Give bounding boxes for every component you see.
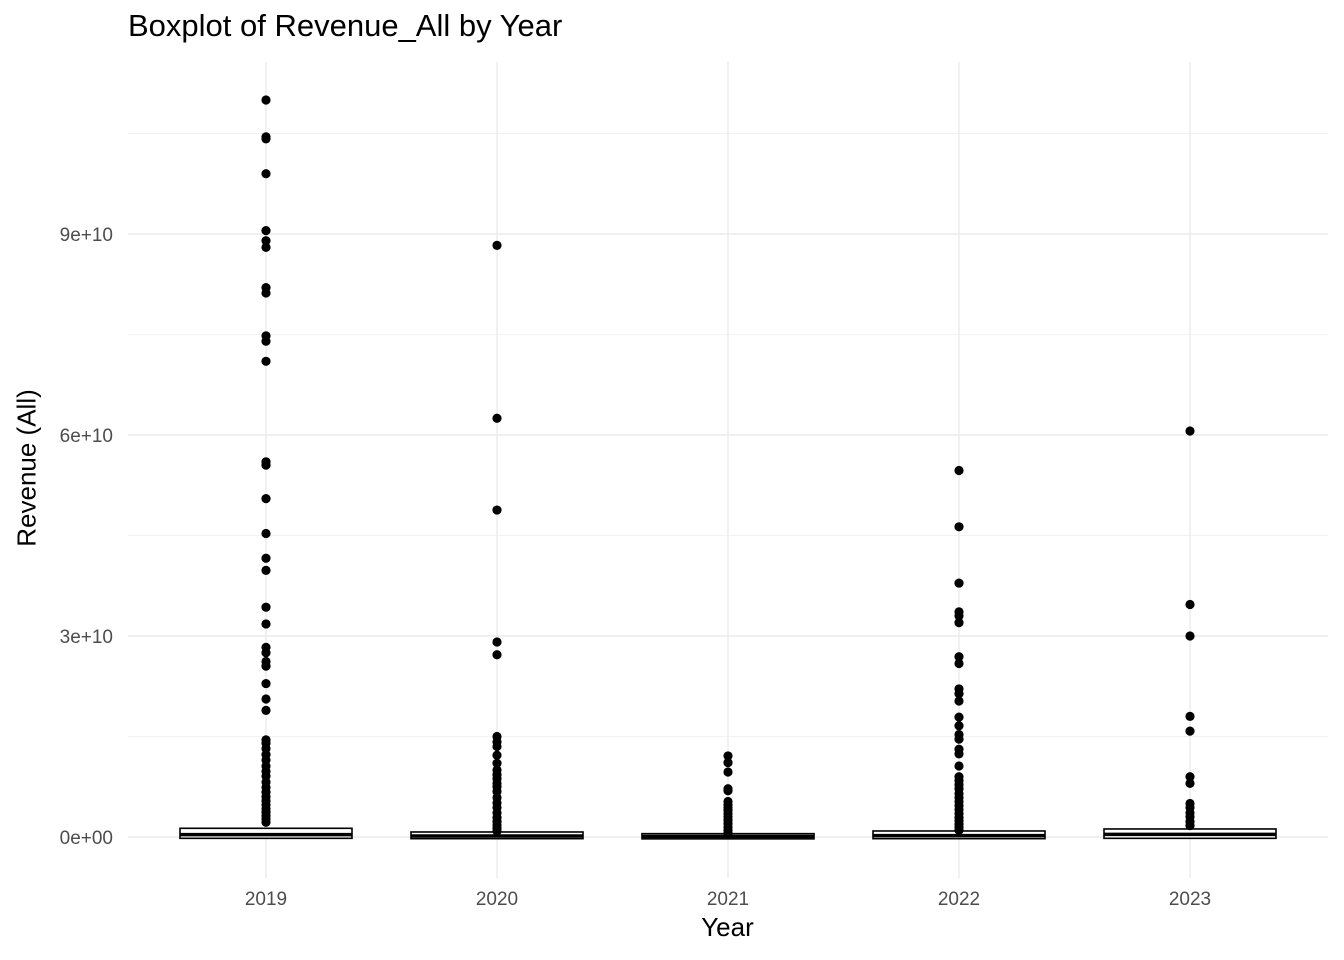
outlier-point: [261, 236, 271, 246]
outlier-point: [492, 750, 502, 760]
outlier-point: [261, 494, 271, 504]
outlier-point: [954, 465, 964, 476]
y-tick-label: 9e+10: [60, 225, 113, 246]
outlier-point: [261, 694, 271, 704]
outlier-point: [261, 528, 271, 539]
outlier-point: [954, 658, 964, 669]
y-axis-title: Revenue (All): [11, 389, 42, 547]
outlier-point: [261, 565, 271, 575]
outlier-point: [261, 356, 271, 366]
outlier-point: [492, 758, 502, 768]
outlier-point: [492, 637, 502, 647]
outlier-point: [261, 817, 271, 827]
outlier-point: [723, 828, 733, 838]
chart-title: Boxplot of Revenue_All by Year: [128, 8, 563, 43]
outlier-point: [261, 619, 271, 629]
outlier-point: [261, 648, 271, 658]
box-group-2022: [872, 465, 1046, 840]
outlier-point: [261, 705, 271, 715]
box-group-2020: [410, 240, 584, 840]
outlier-point: [954, 825, 964, 835]
outlier-point: [1185, 772, 1195, 782]
x-tick-label: 2019: [245, 889, 287, 910]
outlier-point: [1185, 426, 1195, 436]
outlier-point: [723, 786, 733, 796]
outlier-point: [261, 288, 271, 298]
y-tick-label: 3e+10: [60, 627, 113, 648]
x-tick-label: 2021: [707, 889, 749, 910]
outlier-point: [954, 522, 964, 532]
outlier-point: [1185, 726, 1195, 736]
outlier-point: [261, 336, 271, 346]
outlier-point: [954, 696, 964, 706]
box-group-2019: [179, 95, 353, 840]
outlier-point: [954, 578, 964, 588]
outlier-point: [261, 460, 271, 470]
outlier-point: [954, 761, 964, 771]
outlier-point: [954, 749, 964, 759]
box-group-2023: [1103, 426, 1277, 840]
outlier-point: [954, 611, 964, 621]
outlier-point: [1185, 631, 1195, 641]
outlier-point: [954, 652, 964, 662]
x-tick-label: 2022: [938, 889, 980, 910]
x-tick-label: 2023: [1169, 889, 1211, 910]
y-tick-label: 6e+10: [60, 426, 113, 447]
x-tick-label: 2020: [476, 889, 518, 910]
outlier-point: [954, 734, 964, 744]
outlier-point: [1185, 711, 1195, 722]
outlier-point: [492, 505, 502, 515]
outlier-point: [492, 741, 502, 752]
outlier-point: [723, 767, 733, 777]
outlier-point: [954, 689, 964, 699]
outlier-point: [954, 712, 964, 722]
outlier-point: [261, 169, 271, 179]
outlier-point: [261, 242, 271, 252]
outlier-point: [954, 618, 964, 628]
outlier-point: [723, 751, 733, 761]
outlier-point: [261, 661, 271, 671]
outlier-point: [261, 553, 271, 563]
outlier-point: [492, 413, 502, 423]
outlier-point: [261, 226, 271, 236]
x-axis-title: Year: [701, 912, 754, 942]
y-tick-label: 0e+00: [60, 828, 113, 849]
box-group-2021: [641, 751, 815, 840]
outlier-point: [261, 678, 271, 689]
outlier-point: [1185, 599, 1195, 610]
outlier-point: [261, 602, 271, 612]
outlier-point: [492, 650, 502, 660]
outlier-point: [1185, 778, 1195, 789]
outlier-point: [492, 826, 502, 836]
outlier-point: [261, 95, 271, 105]
outlier-point: [492, 240, 502, 250]
outlier-point: [261, 134, 271, 144]
outlier-point: [1185, 821, 1195, 831]
outlier-point: [723, 758, 733, 768]
outlier-point: [954, 721, 964, 731]
